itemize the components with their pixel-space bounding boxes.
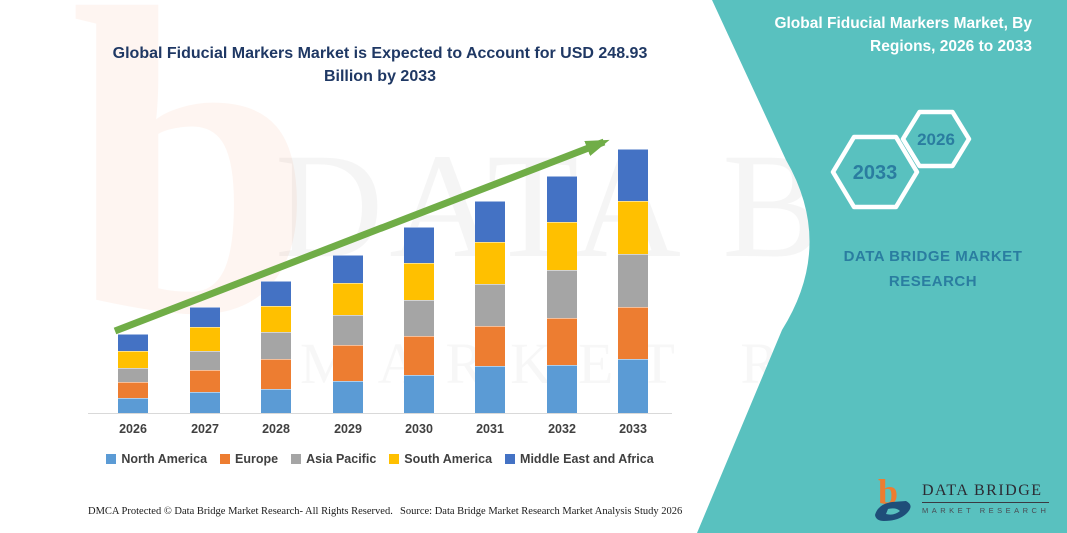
bar-segment xyxy=(190,307,220,328)
brand-text: DATA BRIDGE MARKET RESEARCH xyxy=(843,248,1023,290)
bar-segment xyxy=(618,149,648,202)
bar-segment xyxy=(547,365,577,413)
hexagon-2026 xyxy=(900,109,972,169)
bar-segment xyxy=(118,333,148,351)
bar-segment xyxy=(333,255,363,284)
x-axis-label: 2032 xyxy=(548,422,576,436)
legend-swatch xyxy=(220,454,231,464)
legend-item: South America xyxy=(389,452,492,466)
bar-segment xyxy=(118,397,148,413)
chart-title: Global Fiducial Markers Market is Expect… xyxy=(112,45,648,86)
bar-segment xyxy=(404,227,434,264)
legend-label: South America xyxy=(404,452,493,466)
legend-label: Middle East and Africa xyxy=(520,452,654,466)
bar-segment xyxy=(118,350,148,368)
stacked-bar-2029 xyxy=(333,255,363,413)
bar-segment xyxy=(118,381,148,398)
stacked-bar-2032 xyxy=(547,176,577,413)
bar-segment xyxy=(475,326,505,366)
logo-text: DATA BRIDGE MARKET RESEARCH xyxy=(922,482,1050,515)
bar-segment xyxy=(333,283,363,316)
legend-item: Middle East and Africa xyxy=(505,452,654,466)
stacked-bar-2026 xyxy=(118,333,148,413)
legend-item: North America xyxy=(106,452,207,466)
bar-segment xyxy=(190,327,220,352)
stacked-bar-2030 xyxy=(404,227,434,413)
x-axis-label: 2031 xyxy=(476,422,504,436)
x-axis-label: 2030 xyxy=(405,422,433,436)
x-axis-label: 2029 xyxy=(334,422,362,436)
bar-segment xyxy=(404,300,434,337)
bar-segment xyxy=(547,176,577,222)
bar-segment xyxy=(333,315,363,346)
bar-segment xyxy=(547,222,577,270)
hexagon-2026-label: 2026 xyxy=(917,130,955,149)
logo-title: DATA BRIDGE xyxy=(922,482,1050,503)
legend-label: North America xyxy=(121,452,208,466)
bar-segment xyxy=(261,281,291,306)
logo-subtitle: MARKET RESEARCH xyxy=(922,505,1050,515)
chart-plot: 2026 2027 2028 2029 2030 2031 2032 2033 xyxy=(88,120,672,436)
legend: North America Europe Asia Pacific South Ame… xyxy=(88,452,672,466)
bar-segment xyxy=(261,306,291,332)
bar-segment xyxy=(190,392,220,413)
bar-segment xyxy=(618,254,648,308)
bar-segment xyxy=(261,359,291,389)
bar-segment xyxy=(475,201,505,242)
dmca-notice: DMCA Protected © Data Bridge Market Rese… xyxy=(88,506,393,517)
bar-segment xyxy=(190,370,220,392)
x-axis-label: 2026 xyxy=(119,422,147,436)
bar-segment xyxy=(475,366,505,413)
legend-swatch xyxy=(505,454,516,464)
stacked-bar-2027 xyxy=(190,307,220,413)
legend-item: Europe xyxy=(220,452,278,466)
bar-segment xyxy=(618,359,648,413)
x-axis-label: 2028 xyxy=(262,422,290,436)
legend-swatch xyxy=(106,454,117,464)
panel-heading: Global Fiducial Markers Market, By Regio… xyxy=(774,15,1032,56)
hexagon-2033 xyxy=(830,134,920,210)
data-bridge-logo-icon: b xyxy=(875,474,911,521)
x-axis-label: 2027 xyxy=(191,422,219,436)
bar-segment xyxy=(618,201,648,255)
bar-segment xyxy=(190,351,220,371)
bar-segment xyxy=(404,375,434,413)
bar-segment xyxy=(618,307,648,359)
stacked-bar-2033 xyxy=(618,149,648,413)
x-axis-label: 2033 xyxy=(619,422,647,436)
legend-swatch xyxy=(291,454,302,464)
bar-segment xyxy=(475,242,505,284)
stacked-bar-2028 xyxy=(261,281,291,413)
hexagon-badges: 2033 2026 xyxy=(830,109,972,210)
bar-segment xyxy=(404,336,434,376)
bar-segment xyxy=(118,367,148,382)
bar-segment xyxy=(261,332,291,359)
legend-label: Europe xyxy=(235,452,279,466)
legend-swatch xyxy=(389,454,400,464)
bar-segment xyxy=(261,389,291,413)
bar-segment xyxy=(547,318,577,365)
legend-item: Asia Pacific xyxy=(291,452,376,466)
bar-segment xyxy=(475,284,505,326)
bar-segment xyxy=(404,263,434,301)
hexagon-2033-label: 2033 xyxy=(853,162,898,184)
bar-segment xyxy=(547,270,577,318)
legend-label: Asia Pacific xyxy=(306,452,377,466)
data-bridge-logo: b DATA BRIDGE MARKET RESEARCH xyxy=(872,474,1050,522)
source-note: Source: Data Bridge Market Research Mark… xyxy=(400,506,683,517)
stacked-bar-2031 xyxy=(475,201,505,413)
bar-segment xyxy=(333,345,363,381)
bar-segment xyxy=(333,381,363,413)
